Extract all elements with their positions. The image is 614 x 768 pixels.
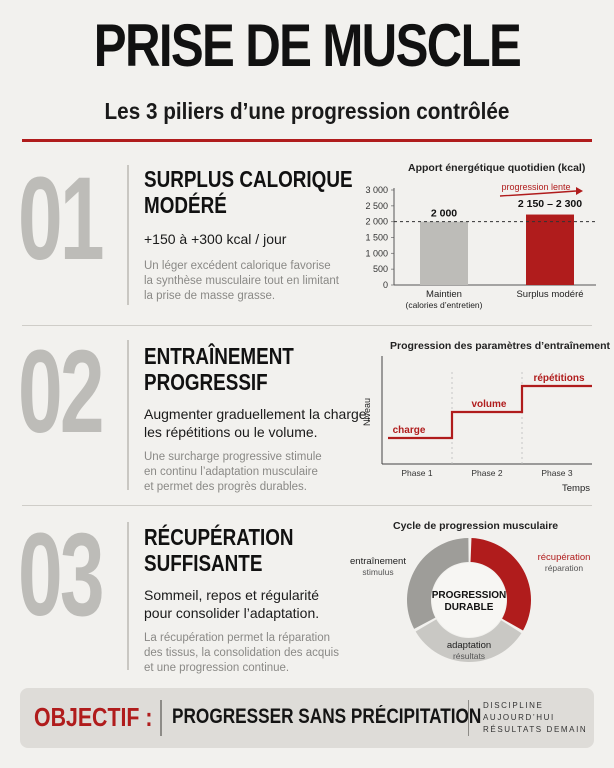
section-lead: Sommeil, repos et régularité pour consol… <box>144 586 319 622</box>
lead-line: +150 à +300 kcal / jour <box>144 231 287 247</box>
section-divider <box>127 340 129 490</box>
y-tick-label: 3 000 <box>365 185 388 195</box>
slice-label: récupération <box>538 552 591 563</box>
section-lead: Augmenter graduellement la charge, les r… <box>144 405 370 441</box>
section-divider <box>127 165 129 305</box>
x-tick-label: Maintien <box>426 289 462 300</box>
tagline-line: AUJOURD’HUI <box>483 713 555 722</box>
slice-label: entraînement <box>350 556 406 567</box>
heading-line: PROGRESSIF <box>144 369 268 395</box>
data-label: 2 000 <box>431 208 457 220</box>
heading-line: ENTRAÎNEMENT <box>144 343 294 369</box>
bar <box>420 221 468 285</box>
section-divider <box>127 522 129 670</box>
center-label: DURABLE <box>445 602 494 613</box>
section-lead: +150 à +300 kcal / jour <box>144 230 286 248</box>
lead-line: Augmenter graduellement la charge, <box>144 406 371 422</box>
objective-text: PROGRESSER SANS PRÉCIPITATION <box>172 705 482 728</box>
donut-slice <box>407 538 469 629</box>
annotation-arrow <box>499 190 577 197</box>
x-tick-label: Phase 3 <box>541 468 572 478</box>
lead-line: pour consolider l’adaptation. <box>144 605 320 621</box>
page-subtitle: Les 3 piliers d’une progression contrôlé… <box>104 98 510 124</box>
donut-hole <box>432 563 506 637</box>
bar-chart: 0 500 1 000 1 500 2 000 2 500 3 000 2 000 2 150 … <box>365 182 596 310</box>
section-body: Une surcharge progressive stimule en con… <box>144 450 322 495</box>
body-line: la prise de masse grasse. <box>144 290 276 302</box>
x-tick-label: Phase 1 <box>401 468 432 478</box>
objective-divider <box>160 700 162 736</box>
step-chart: Niveau charge volume répétitions Phase 1 Phas… <box>362 356 592 494</box>
body-line: en continu l’adaptation musculaire <box>144 466 318 478</box>
annotation-arrowhead <box>576 187 583 195</box>
objective-label: OBJECTIF : <box>34 702 153 732</box>
section-number-03: 03 <box>18 509 105 641</box>
slice-sublabel: stimulus <box>362 567 393 577</box>
body-line: et une progression continue. <box>144 662 290 674</box>
lead-line: les répétitions ou le volume. <box>144 424 318 440</box>
y-tick-label: 1 000 <box>365 248 388 258</box>
body-line: Un léger excédent calorique favorise <box>144 260 331 272</box>
section-number-01: 01 <box>18 153 105 285</box>
body-line: et permet des progrès durables. <box>144 481 308 493</box>
section-body: La récupération permet la réparation des… <box>144 631 339 676</box>
y-tick-label: 500 <box>373 264 388 274</box>
body-line: Une surcharge progressive stimule <box>144 451 322 463</box>
lead-line: Sommeil, repos et régularité <box>144 587 320 603</box>
center-label: PROGRESSION <box>432 590 506 601</box>
step-label: répétitions <box>533 373 585 384</box>
data-label: 2 150 – 2 300 <box>518 198 582 210</box>
chart-title: Apport énergétique quotidien (kcal) <box>408 162 586 174</box>
y-axis-label: Niveau <box>362 398 372 426</box>
donut-slice <box>415 619 522 662</box>
chart-title: Progression des paramètres d’entraînemen… <box>390 340 610 352</box>
step-label: volume <box>471 399 506 410</box>
y-tick-label: 0 <box>383 280 388 290</box>
y-tick-label: 2 500 <box>365 201 388 211</box>
bar <box>526 214 574 285</box>
body-line: la synthèse musculaire tout en limitant <box>144 275 339 287</box>
tagline-line: RÉSULTATS DEMAIN <box>483 725 588 734</box>
donut-slice <box>470 538 531 631</box>
section-body: Un léger excédent calorique favorise la … <box>144 259 339 304</box>
section-heading: RÉCUPÉRATION SUFFISANTE <box>144 524 293 576</box>
title-rule <box>22 139 592 142</box>
step-line <box>388 384 592 440</box>
x-tick-label: Surplus modéré <box>516 289 583 300</box>
body-line: des tissus, la consolidation des acquis <box>144 647 339 659</box>
x-tick-label: (calories d’entretien) <box>405 300 482 310</box>
tagline-line: DISCIPLINE <box>483 701 544 710</box>
x-axis-label: Temps <box>562 483 590 494</box>
heading-line: MODÉRÉ <box>144 192 227 218</box>
heading-line: SUFFISANTE <box>144 550 263 576</box>
page-title: PRISE DE MUSCLE <box>93 12 522 79</box>
y-tick-label: 1 500 <box>365 233 388 243</box>
step-label: charge <box>393 425 426 436</box>
chart-title: Cycle de progression musculaire <box>393 520 559 532</box>
slice-sublabel: résultats <box>453 651 485 661</box>
x-tick-label: Phase 2 <box>471 468 502 478</box>
section-number-02: 02 <box>18 326 105 458</box>
y-tick-label: 2 000 <box>365 217 388 227</box>
body-line: La récupération permet la réparation <box>144 632 331 644</box>
heading-line: RÉCUPÉRATION <box>144 524 294 550</box>
slice-label: adaptation <box>447 640 491 651</box>
section-heading: SURPLUS CALORIQUE MODÉRÉ <box>144 166 353 218</box>
section-separator <box>22 505 592 506</box>
section-heading: ENTRAÎNEMENT PROGRESSIF <box>144 343 294 395</box>
annotation-label: progression lente <box>501 182 570 192</box>
slice-sublabel: réparation <box>545 563 584 573</box>
objective-banner: OBJECTIF : PROGRESSER SANS PRÉCIPITATION… <box>20 688 594 748</box>
objective-divider <box>468 700 469 736</box>
section-separator <box>22 325 592 326</box>
heading-line: SURPLUS CALORIQUE <box>144 166 353 192</box>
